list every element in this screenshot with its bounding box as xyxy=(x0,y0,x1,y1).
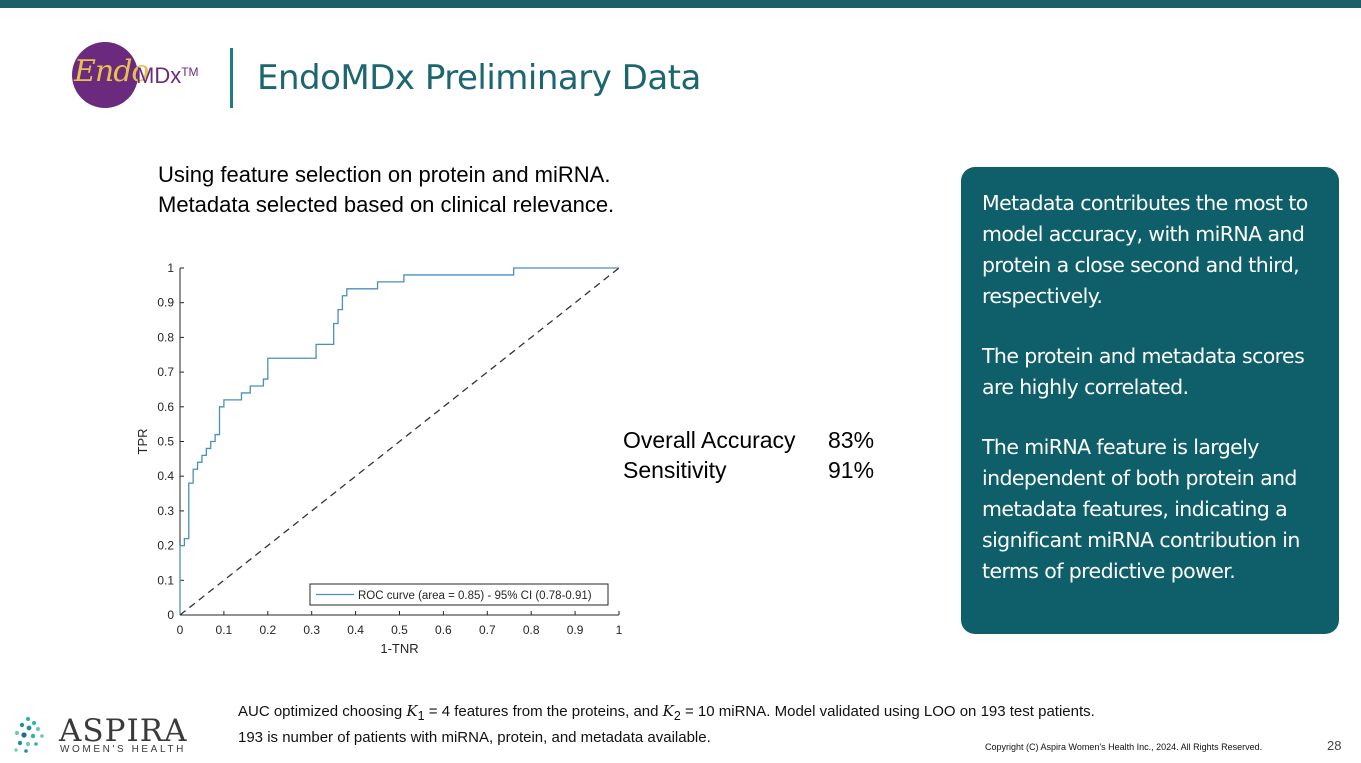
metric-label: Sensitivity xyxy=(623,457,727,483)
logo-circle xyxy=(72,42,138,108)
roc-curve-line xyxy=(179,267,619,615)
y-tick-label: 0.2 xyxy=(157,539,174,553)
footnote: AUC optimized choosing K1 = 4 features f… xyxy=(238,701,1118,748)
math-k2-sub: 2 xyxy=(673,709,681,723)
chart-axes: 0 0.1 0.2 0.3 0.4 0.5 0.6 0.7 0.8 0.9 1 0 0.1 0.2 0.3 0… xyxy=(135,261,623,656)
endomdx-logo: Endo MDxTM xyxy=(70,42,220,110)
x-tick-label: 0.5 xyxy=(391,623,408,637)
x-tick-label: 1 xyxy=(616,623,623,637)
aspira-tagline: WOMEN'S HEALTH xyxy=(60,744,186,755)
logo-tm: TM xyxy=(181,65,199,79)
y-tick-label: 0.1 xyxy=(157,573,174,587)
math-k2: K xyxy=(662,702,674,720)
footnote-part-3: miRNA. Model validated using LOO on 193 … xyxy=(238,703,1095,746)
insight-callout: Metadata contributes the most to model a… xyxy=(961,167,1339,634)
roc-chart: 0 0.1 0.2 0.3 0.4 0.5 0.6 0.7 0.8 0.9 1 0 0.1 0.2 0.3 0… xyxy=(135,261,623,656)
y-tick-label: 0.3 xyxy=(157,504,174,518)
y-tick-label: 0.9 xyxy=(157,296,174,310)
x-tick-label: 0.7 xyxy=(479,623,496,637)
y-tick-label: 0 xyxy=(167,608,174,622)
page-number: 28 xyxy=(1327,738,1342,753)
logo-endo-text: Endo xyxy=(74,54,149,89)
metric-value: 83% xyxy=(828,427,875,453)
y-tick-label: 0.4 xyxy=(157,469,174,483)
chart-legend: ROC curve (area = 0.85) - 95% CI (0.78-0… xyxy=(309,583,609,606)
y-tick-label: 0.5 xyxy=(157,435,174,449)
footnote-part-2: features from the proteins, and xyxy=(450,703,663,720)
callout-paragraph-3: The miRNA feature is largely independent… xyxy=(982,435,1300,583)
footnote-part-1: AUC optimized choosing xyxy=(238,703,407,720)
y-tick-label: 1 xyxy=(167,261,174,275)
callout-paragraph-2: The protein and metadata scores are high… xyxy=(982,344,1305,399)
x-tick-label: 0.9 xyxy=(567,623,584,637)
metrics-block: Overall Accuracy 83% Sensitivity 91% xyxy=(623,425,888,485)
logo-mdx-label: MDx xyxy=(136,63,182,88)
x-tick-label: 0.2 xyxy=(259,623,276,637)
page-title: EndoMDx Preliminary Data xyxy=(257,58,701,98)
title-divider xyxy=(230,48,233,108)
math-k1-sub: 1 xyxy=(417,709,425,723)
y-tick-label: 0.6 xyxy=(157,400,174,414)
x-tick-label: 0.6 xyxy=(435,623,452,637)
aspira-dots-icon xyxy=(14,717,44,753)
x-tick-label: 0.1 xyxy=(216,623,233,637)
intro-line-1: Using feature selection on protein and m… xyxy=(158,162,611,187)
y-axis-label: TPR xyxy=(135,429,150,455)
x-tick-label: 0.4 xyxy=(347,623,364,637)
x-tick-label: 0 xyxy=(177,623,184,637)
x-axis-label: 1-TNR xyxy=(380,641,418,656)
metric-row-accuracy: Overall Accuracy 83% xyxy=(623,425,888,455)
copyright: Copyright (C) Aspira Women's Health Inc.… xyxy=(985,742,1263,752)
callout-paragraph-1: Metadata contributes the most to model a… xyxy=(982,191,1308,308)
logo-mdx-text: MDxTM xyxy=(136,63,199,89)
math-k2-eq: = 10 xyxy=(680,703,715,720)
metric-row-sensitivity: Sensitivity 91% xyxy=(623,455,888,485)
math-k1: K xyxy=(406,702,418,720)
metric-value: 91% xyxy=(828,457,875,483)
x-tick-label: 0.8 xyxy=(523,623,540,637)
x-tick-label: 0.3 xyxy=(303,623,320,637)
top-accent-bar xyxy=(0,0,1361,8)
chance-diagonal-line xyxy=(179,267,620,616)
chart-series xyxy=(179,267,620,616)
metric-label: Overall Accuracy xyxy=(623,427,796,453)
intro-line-2: Metadata selected based on clinical rele… xyxy=(158,192,615,217)
math-k1-eq: = 4 xyxy=(424,703,451,720)
y-tick-label: 0.8 xyxy=(157,330,174,344)
legend-label: ROC curve (area = 0.85) - 95% CI (0.78-0… xyxy=(358,590,592,602)
y-tick-label: 0.7 xyxy=(157,365,174,379)
aspira-logo: ASPIRA WOMEN'S HEALTH xyxy=(14,713,204,758)
legend-box xyxy=(309,583,609,606)
aspira-brand: ASPIRA xyxy=(59,713,188,749)
intro-text: Using feature selection on protein and m… xyxy=(158,160,614,220)
